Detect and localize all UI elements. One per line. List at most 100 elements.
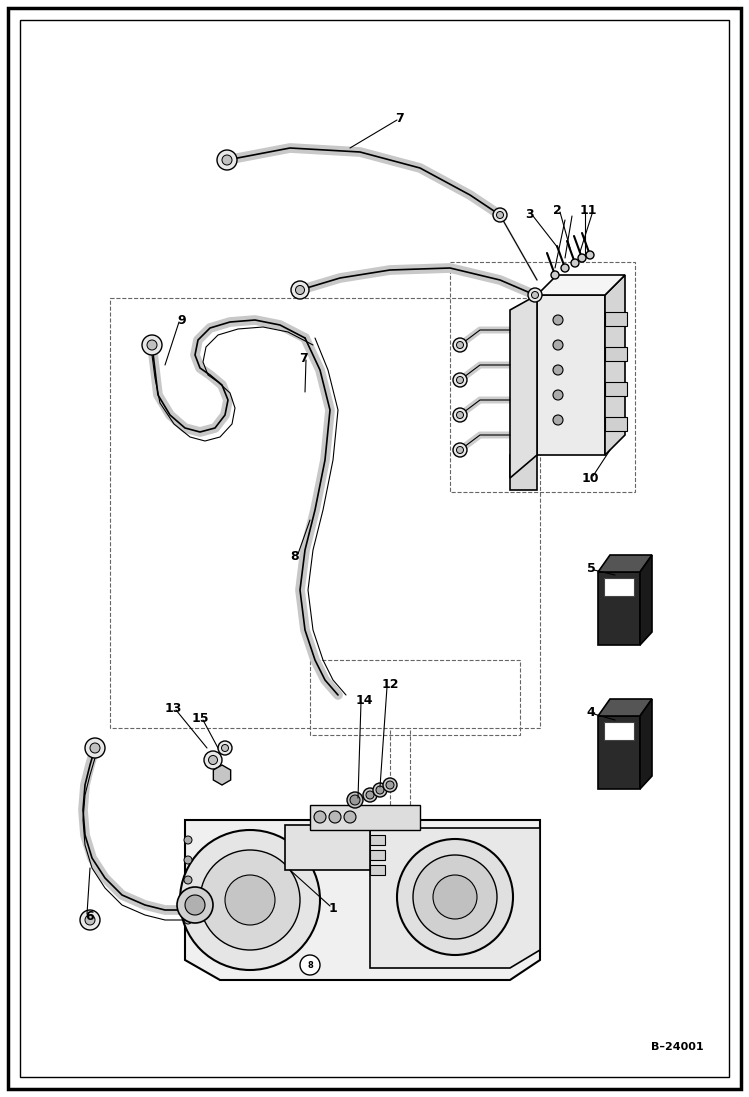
Circle shape bbox=[383, 778, 397, 792]
Circle shape bbox=[453, 338, 467, 352]
Bar bbox=[370, 866, 385, 875]
Polygon shape bbox=[310, 805, 420, 830]
Circle shape bbox=[553, 365, 563, 375]
Bar bbox=[370, 850, 385, 860]
Circle shape bbox=[204, 751, 222, 769]
Circle shape bbox=[347, 792, 363, 808]
Circle shape bbox=[184, 916, 192, 924]
Bar bbox=[370, 835, 385, 845]
Circle shape bbox=[453, 373, 467, 387]
Circle shape bbox=[532, 292, 539, 298]
Circle shape bbox=[180, 830, 320, 970]
Polygon shape bbox=[285, 825, 370, 870]
Polygon shape bbox=[213, 765, 231, 785]
Bar bbox=[605, 382, 627, 396]
Text: 11: 11 bbox=[579, 204, 597, 216]
Circle shape bbox=[413, 855, 497, 939]
Bar bbox=[604, 578, 634, 596]
Circle shape bbox=[184, 836, 192, 844]
Circle shape bbox=[90, 743, 100, 753]
Circle shape bbox=[493, 208, 507, 222]
Polygon shape bbox=[510, 455, 537, 490]
Circle shape bbox=[80, 911, 100, 930]
Polygon shape bbox=[598, 572, 640, 645]
Circle shape bbox=[222, 155, 232, 165]
Bar bbox=[110, 298, 540, 728]
Circle shape bbox=[147, 340, 157, 350]
Circle shape bbox=[185, 895, 205, 915]
Circle shape bbox=[497, 212, 503, 218]
Circle shape bbox=[296, 285, 305, 294]
Circle shape bbox=[222, 745, 228, 751]
Circle shape bbox=[366, 791, 374, 799]
Circle shape bbox=[373, 783, 387, 798]
Text: 7: 7 bbox=[299, 351, 307, 364]
Circle shape bbox=[184, 877, 192, 884]
Text: 9: 9 bbox=[178, 314, 187, 327]
Circle shape bbox=[300, 955, 320, 975]
Polygon shape bbox=[537, 295, 605, 455]
Text: 7: 7 bbox=[395, 112, 404, 124]
Circle shape bbox=[200, 850, 300, 950]
Circle shape bbox=[456, 411, 464, 418]
Text: 5: 5 bbox=[586, 562, 595, 575]
Circle shape bbox=[217, 150, 237, 170]
Polygon shape bbox=[510, 295, 537, 478]
Bar bbox=[604, 722, 634, 740]
Bar bbox=[605, 417, 627, 431]
FancyBboxPatch shape bbox=[8, 8, 741, 1089]
Circle shape bbox=[376, 785, 384, 794]
Circle shape bbox=[456, 341, 464, 349]
Bar bbox=[310, 660, 520, 735]
Circle shape bbox=[225, 875, 275, 925]
Circle shape bbox=[218, 740, 232, 755]
Circle shape bbox=[184, 896, 192, 904]
Text: 2: 2 bbox=[553, 204, 561, 216]
Circle shape bbox=[586, 251, 594, 259]
Polygon shape bbox=[537, 275, 625, 295]
Text: 8: 8 bbox=[307, 961, 313, 970]
Circle shape bbox=[433, 875, 477, 919]
Circle shape bbox=[456, 376, 464, 384]
Text: 1: 1 bbox=[329, 902, 337, 915]
Circle shape bbox=[314, 811, 326, 823]
Polygon shape bbox=[370, 828, 540, 968]
Circle shape bbox=[344, 811, 356, 823]
Text: 8: 8 bbox=[291, 550, 300, 563]
Circle shape bbox=[184, 856, 192, 864]
Text: 4: 4 bbox=[586, 705, 595, 719]
Circle shape bbox=[363, 788, 377, 802]
Bar bbox=[604, 578, 634, 596]
Circle shape bbox=[553, 315, 563, 325]
Circle shape bbox=[553, 415, 563, 425]
Bar bbox=[450, 262, 635, 491]
Text: 13: 13 bbox=[164, 701, 182, 714]
Circle shape bbox=[291, 281, 309, 299]
Circle shape bbox=[453, 408, 467, 422]
Polygon shape bbox=[598, 555, 652, 572]
Bar bbox=[604, 722, 634, 740]
Circle shape bbox=[85, 915, 95, 925]
Circle shape bbox=[551, 271, 559, 279]
Circle shape bbox=[85, 738, 105, 758]
Text: 15: 15 bbox=[191, 712, 209, 724]
Text: 12: 12 bbox=[381, 679, 398, 691]
Polygon shape bbox=[640, 699, 652, 789]
Circle shape bbox=[578, 255, 586, 262]
Circle shape bbox=[350, 795, 360, 805]
Circle shape bbox=[397, 839, 513, 955]
Circle shape bbox=[386, 781, 394, 789]
Text: 3: 3 bbox=[526, 207, 534, 220]
Polygon shape bbox=[598, 716, 640, 789]
Text: 10: 10 bbox=[581, 472, 598, 485]
Bar bbox=[605, 312, 627, 326]
Circle shape bbox=[553, 391, 563, 400]
Circle shape bbox=[456, 446, 464, 453]
Circle shape bbox=[553, 340, 563, 350]
Text: 6: 6 bbox=[85, 909, 94, 923]
Circle shape bbox=[571, 259, 579, 267]
Polygon shape bbox=[640, 555, 652, 645]
Polygon shape bbox=[605, 275, 625, 455]
Circle shape bbox=[528, 289, 542, 302]
Polygon shape bbox=[598, 699, 652, 716]
